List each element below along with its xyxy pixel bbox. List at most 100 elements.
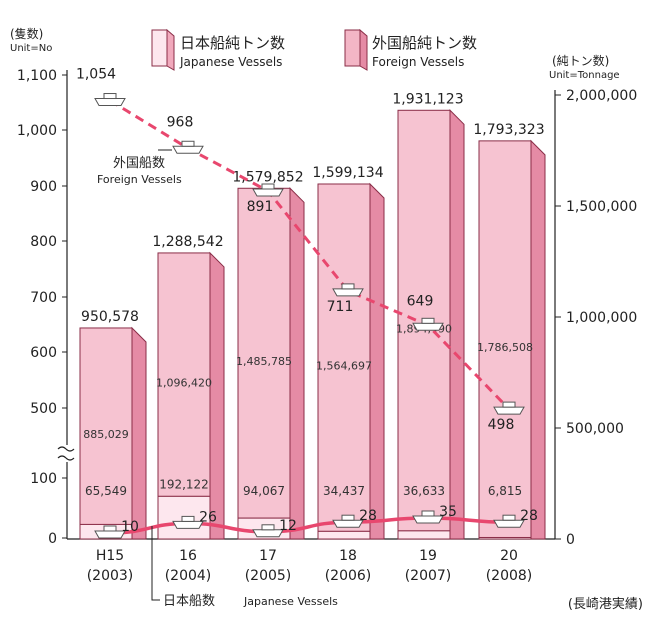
legend-label-foreign-jp: 外国船純トン数 <box>372 34 477 52</box>
ship-hull <box>493 406 525 415</box>
markers: 1,054 968 891 711 649 498 10 26 12 28 35 28 <box>76 67 538 539</box>
left-tick: 900 <box>30 179 67 195</box>
right-axis-title: (純トン数) <box>552 53 609 68</box>
left-tick-label: 1,100 <box>17 68 57 84</box>
ship-hull <box>172 145 204 154</box>
left-axis-title: (隻数) <box>10 26 43 41</box>
ship-cabin <box>341 514 355 521</box>
source-note: (長崎港実績) <box>568 596 643 612</box>
bar-group: 1,579,852 1,485,785 94,067 <box>232 169 305 540</box>
ship-hull <box>332 288 364 297</box>
bar-foreign <box>237 187 291 519</box>
legend-swatch-japanese-side <box>166 28 175 71</box>
japanese-count-caption: 日本船数 Japanese Vessels <box>151 526 338 609</box>
bar-foreign <box>317 183 371 532</box>
bar-group: 950,578 885,029 65,549 <box>79 309 147 540</box>
japanese-tonnage-label: 36,633 <box>403 484 445 498</box>
foreign-count-label: 891 <box>247 199 274 215</box>
right-tick-label: 1,500,000 <box>566 199 637 215</box>
japanese-count-marker-ship-icon <box>172 515 204 529</box>
x-axis-labels: H15 (2003) 16 (2004) 17 (2005) 18 (2006) 19 (2007… <box>87 548 533 584</box>
foreign-count-marker-ship-icon <box>412 317 444 331</box>
ship-cabin <box>502 401 516 408</box>
right-axis: 2,000,000 1,500,000 1,000,000 500,000 0 <box>554 88 637 548</box>
left-tick-label: 100 <box>30 471 57 487</box>
x-label-year: 17 <box>259 548 277 564</box>
legend-swatch-foreign <box>344 29 361 67</box>
total-tonnage-label: 1,931,123 <box>392 91 463 107</box>
left-ticks: 1,100 1,000 900 800 700 600 500 100 0 <box>17 68 67 547</box>
foreign-count-marker-ship-icon <box>172 140 204 154</box>
legend-item-foreign: 外国船純トン数 Foreign Vessels <box>344 28 477 71</box>
japanese-count-marker-ship-icon <box>94 525 126 539</box>
total-tonnage-label: 1,288,542 <box>152 234 223 250</box>
total-tonnage-label: 1,579,852 <box>232 169 303 185</box>
foreign-tonnage-label: 1,485,785 <box>236 355 292 368</box>
japanese-tonnage-label: 6,815 <box>488 484 522 498</box>
japanese-tonnage-label: 192,122 <box>159 477 209 491</box>
japanese-tonnage-label: 65,549 <box>85 484 127 498</box>
bar-side <box>209 251 225 540</box>
bar-japanese <box>397 530 451 540</box>
japanese-caption-leader <box>151 526 160 601</box>
right-tick: 1,000,000 <box>555 310 637 326</box>
japanese-count-label: 28 <box>359 508 377 524</box>
bar-side <box>131 326 147 540</box>
foreign-count-label: 968 <box>167 114 194 130</box>
japanese-count-marker-ship-icon <box>252 524 284 538</box>
foreign-count-line <box>109 99 511 411</box>
x-label-year: 20 <box>500 548 518 564</box>
bar-group: 1,793,323 1,786,508 6,815 <box>473 122 546 540</box>
ship-cabin <box>421 317 435 324</box>
left-tick: 500 <box>30 401 67 417</box>
total-tonnage-label: 950,578 <box>81 309 139 325</box>
left-axis: 1,100 1,000 900 800 700 600 500 100 0 <box>17 68 75 547</box>
right-tick: 1,500,000 <box>555 199 637 215</box>
left-tick: 700 <box>30 290 67 306</box>
ship-hull <box>412 322 444 331</box>
ship-cabin <box>502 514 516 521</box>
legend: 日本船純トン数 Japanese Vessels 外国船純トン数 Foreign… <box>151 28 477 71</box>
bar-group: 1,288,542 1,096,420 192,122 <box>152 234 225 540</box>
x-label-western: (2007) <box>405 568 452 584</box>
x-label-year: 18 <box>339 548 357 564</box>
foreign-caption-en: Foreign Vessels <box>97 173 182 186</box>
right-tick: 500,000 <box>555 421 624 437</box>
left-tick-label: 500 <box>30 401 57 417</box>
foreign-count-marker-ship-icon <box>493 401 525 415</box>
ship-cabin <box>261 183 275 190</box>
right-tick-label: 2,000,000 <box>566 88 637 104</box>
japanese-tonnage-label: 34,437 <box>323 484 365 498</box>
axis-break-icon <box>57 446 75 461</box>
right-tick-label: 1,000,000 <box>566 310 637 326</box>
ship-cabin <box>181 140 195 147</box>
left-axis-unit: Unit=No <box>10 43 52 54</box>
left-tick: 0 <box>48 531 67 547</box>
legend-item-japanese: 日本船純トン数 Japanese Vessels <box>151 28 285 71</box>
ship-hull <box>94 98 126 107</box>
japanese-count-marker-ship-icon <box>412 510 444 524</box>
right-tick: 0 <box>555 532 575 548</box>
japanese-count-label: 10 <box>121 519 139 535</box>
x-label-western: (2004) <box>165 568 212 584</box>
japanese-count-marker-ship-icon <box>332 514 364 528</box>
bar-foreign <box>79 327 133 525</box>
foreign-count-marker-ship-icon <box>252 183 284 197</box>
left-tick-label: 900 <box>30 179 57 195</box>
legend-swatch-japanese <box>151 29 168 67</box>
left-tick-label: 700 <box>30 290 57 306</box>
left-tick-label: 1,000 <box>17 123 57 139</box>
ship-cabin <box>103 525 117 532</box>
ship-hull <box>252 188 284 197</box>
bar-side <box>369 182 385 540</box>
left-tick: 800 <box>30 234 67 250</box>
x-label-western: (2005) <box>245 568 292 584</box>
foreign-tonnage-label: 885,029 <box>83 428 129 441</box>
foreign-count-caption: 外国船数 Foreign Vessels <box>97 149 182 186</box>
japanese-caption-jp: 日本船数 <box>163 594 215 609</box>
ship-cabin <box>181 515 195 522</box>
x-label-western: (2006) <box>325 568 372 584</box>
left-tick: 100 <box>30 471 67 487</box>
